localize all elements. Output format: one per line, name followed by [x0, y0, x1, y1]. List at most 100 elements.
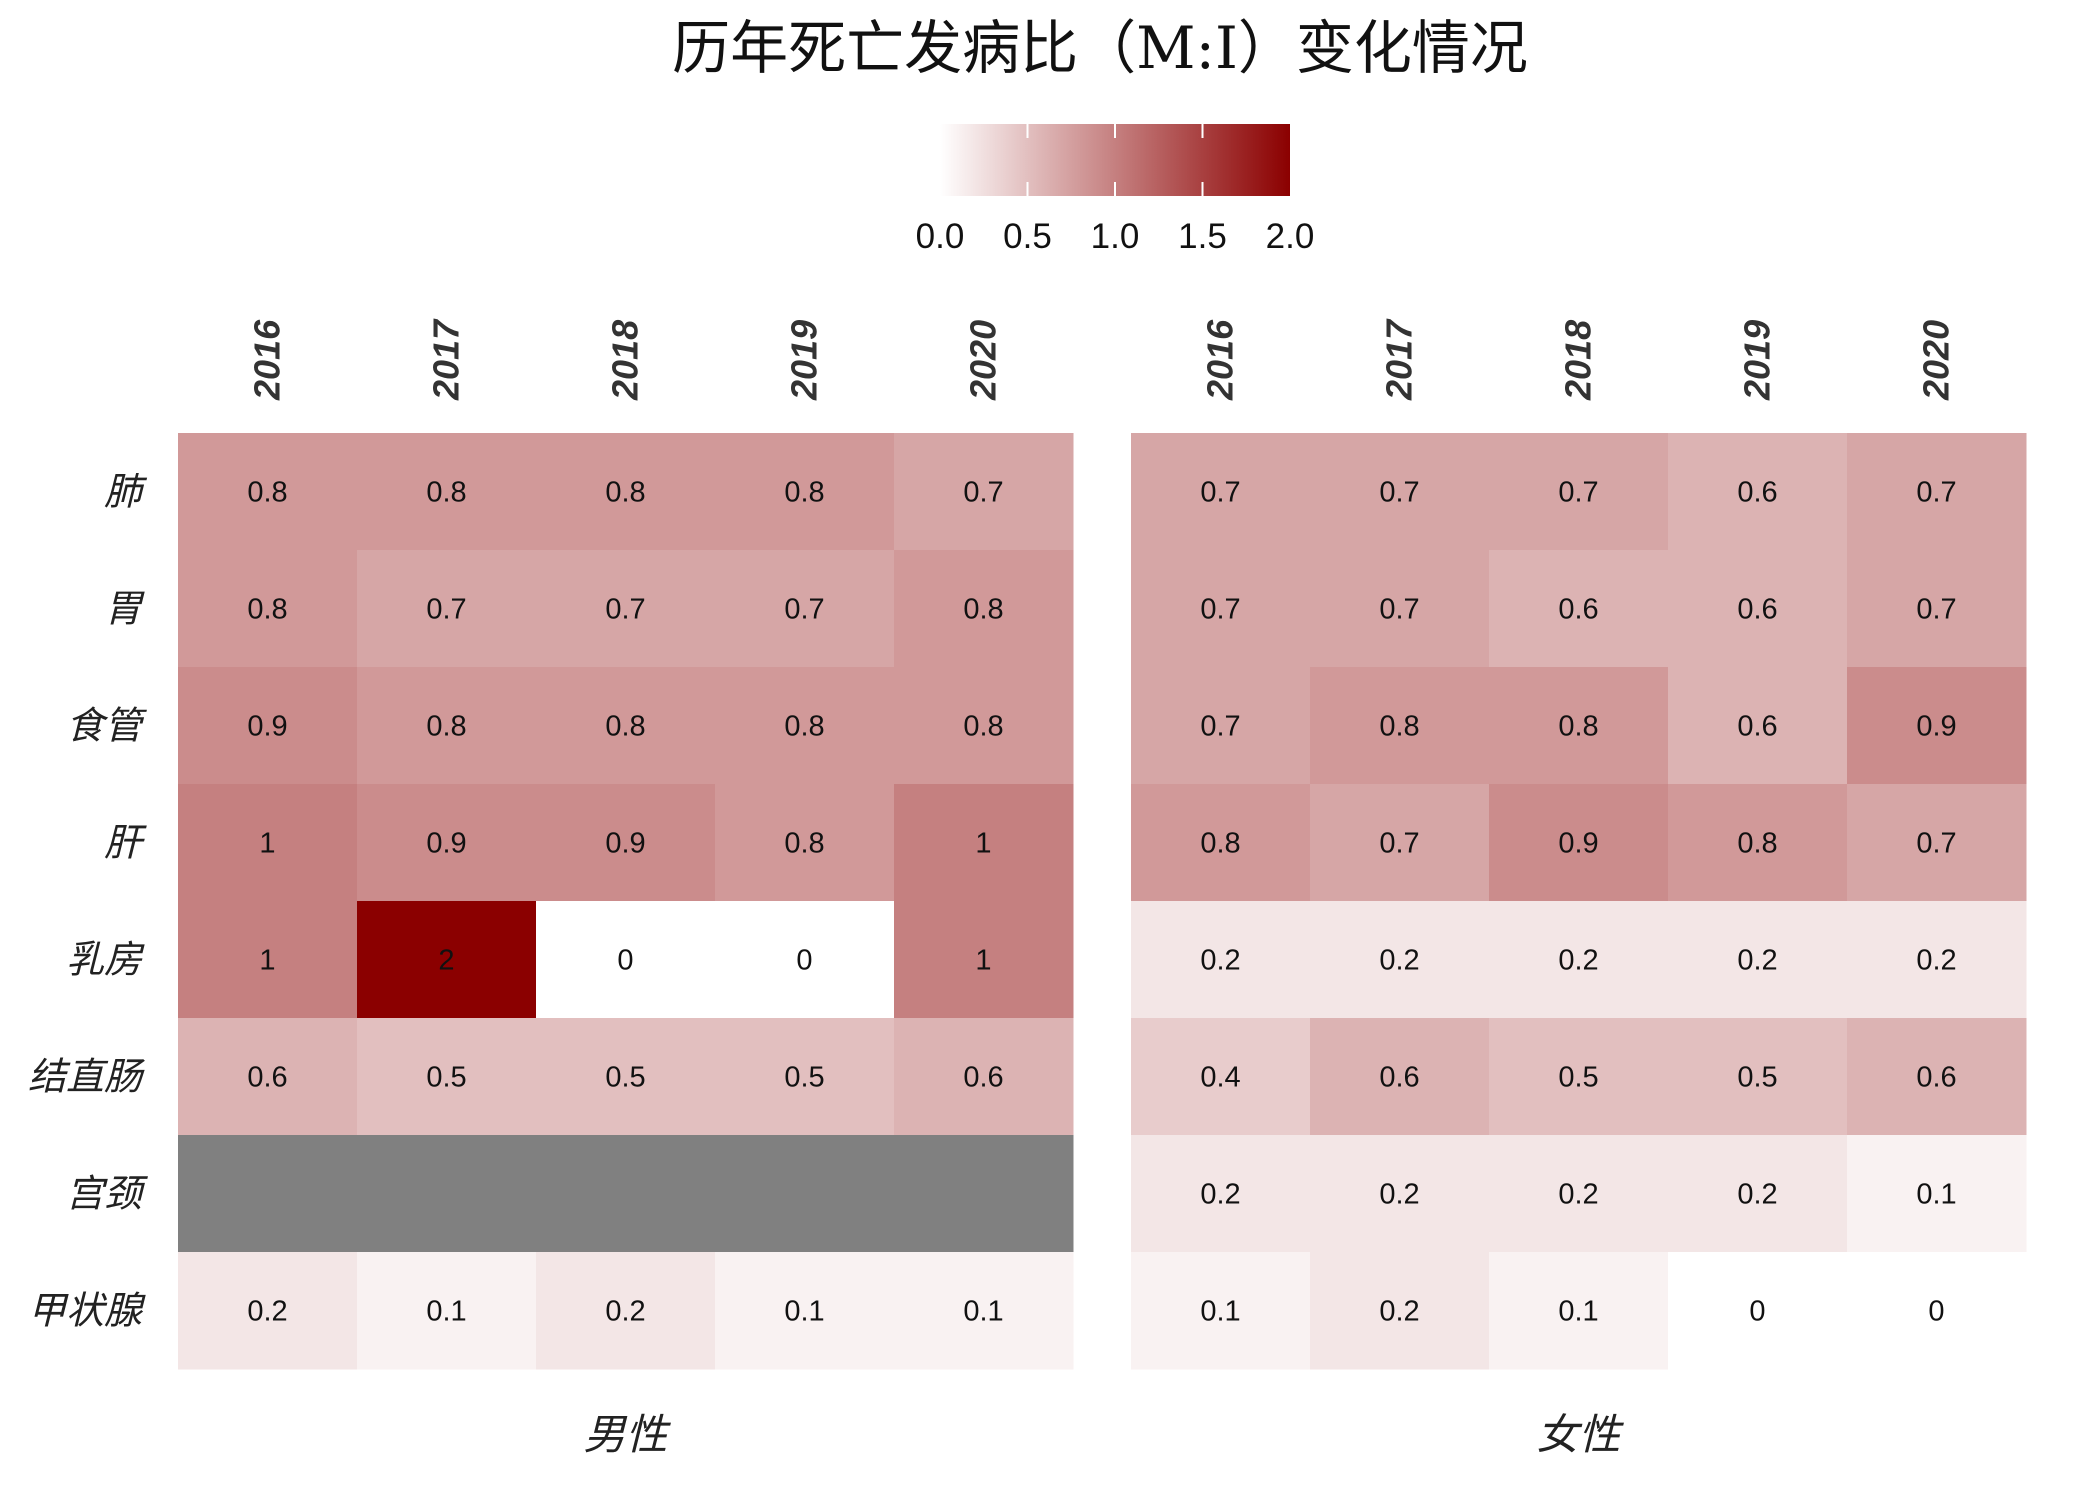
heatmap-cell — [357, 433, 537, 551]
cell-value-label: 0.7 — [1916, 828, 1956, 860]
heatmap-cell — [1310, 1018, 1490, 1136]
panel-label: 男性 — [583, 1410, 671, 1459]
heatmap-cell — [1847, 901, 2027, 1019]
heatmap-labels: 2016 2017 2018 2019 2020 0.8 0.8 0.8 0.8 0.7 0.8 0.… — [28, 318, 1957, 1459]
heatmap-cell — [1489, 1135, 1669, 1253]
heatmap-cell — [536, 1018, 716, 1136]
cell-value-label: 0.1 — [1916, 1179, 1956, 1211]
cell-value-label: 0.5 — [784, 1062, 824, 1094]
cell-value-label: 0.9 — [605, 828, 645, 860]
heatmap-cell — [1310, 1252, 1490, 1370]
heatmap-cell — [178, 784, 358, 902]
cell-value-label: 0.6 — [1737, 477, 1777, 509]
heatmap-cell — [357, 901, 537, 1019]
heatmap-cell — [1131, 901, 1311, 1019]
heatmap-cell — [715, 1018, 895, 1136]
heatmap-cell — [536, 901, 716, 1019]
cell-value-label: 0.1 — [426, 1296, 466, 1328]
cell-value-label: 0.8 — [605, 477, 645, 509]
year-label: 2020 — [963, 320, 1004, 401]
year-label: 2019 — [784, 320, 825, 401]
cell-value-label: 0.7 — [605, 594, 645, 626]
heatmap-cell — [1847, 1252, 2027, 1370]
cell-value-label: 0.2 — [1737, 945, 1777, 977]
cell-value-label: 0 — [617, 945, 633, 977]
cell-value-label: 0.8 — [247, 594, 287, 626]
heatmap-cell — [1131, 1252, 1311, 1370]
heatmap-cell — [894, 667, 1074, 785]
heatmap-cell — [536, 784, 716, 902]
heatmap-cell — [1310, 784, 1490, 902]
cell-value-label: 0.7 — [1379, 828, 1419, 860]
cell-value-label: 0.6 — [963, 1062, 1003, 1094]
heatmap-cell — [1847, 784, 2027, 902]
cell-value-label: 0.8 — [426, 711, 466, 743]
heatmap-cell — [1489, 1252, 1669, 1370]
heatmap-cell — [1847, 433, 2027, 551]
cell-value-label: 0.8 — [1200, 828, 1240, 860]
heatmap-cell — [1131, 433, 1311, 551]
cell-value-label: 0.7 — [784, 594, 824, 626]
year-label: 2017 — [1379, 318, 1420, 401]
cell-value-label: 0.8 — [605, 711, 645, 743]
cell-value-label: 0.5 — [1737, 1062, 1777, 1094]
heatmap-cell — [357, 550, 537, 668]
heatmap-cell — [1668, 1135, 1848, 1253]
heatmap-cell — [357, 1018, 537, 1136]
heatmap-cell — [1310, 901, 1490, 1019]
heatmap-cell — [715, 784, 895, 902]
row-label: 宫颈 — [66, 1172, 148, 1216]
heatmap-cell — [894, 433, 1074, 551]
heatmap-cells — [178, 433, 2027, 1370]
panel-label: 女性 — [1536, 1410, 1624, 1459]
heatmap-cell — [1310, 667, 1490, 785]
heatmap-cell — [1847, 1018, 2027, 1136]
cell-value-label: 0.5 — [426, 1062, 466, 1094]
cell-value-label: 0.9 — [426, 828, 466, 860]
cell-value-label: 0.8 — [784, 711, 824, 743]
cell-value-label: 0.2 — [1558, 945, 1598, 977]
row-label: 乳房 — [66, 938, 145, 982]
heatmap-cell — [1668, 433, 1848, 551]
cell-value-label: 0.8 — [784, 828, 824, 860]
heatmap-cell — [536, 550, 716, 668]
heatmap-cell — [1489, 433, 1669, 551]
cell-value-label: 0.6 — [1916, 1062, 1956, 1094]
cell-value-label: 0.7 — [963, 477, 1003, 509]
heatmap-cell — [1310, 1135, 1490, 1253]
cell-value-label: 0.9 — [1558, 828, 1598, 860]
cell-value-label: 0.1 — [963, 1296, 1003, 1328]
heatmap-cell — [894, 1018, 1074, 1136]
cell-value-label: 0.2 — [1200, 1179, 1240, 1211]
cell-value-label: 0.4 — [1200, 1062, 1240, 1094]
heatmap-cell — [1131, 784, 1311, 902]
heatmap-cell — [178, 1252, 358, 1370]
cell-value-label: 0.7 — [426, 594, 466, 626]
cell-value-label: 0.2 — [1200, 945, 1240, 977]
cell-value-label: 0.8 — [784, 477, 824, 509]
cell-value-label: 0.5 — [1558, 1062, 1598, 1094]
heatmap-cell — [894, 784, 1074, 902]
heatmap-cell — [178, 550, 358, 668]
heatmap-cell — [1489, 1018, 1669, 1136]
cell-value-label: 0.1 — [784, 1296, 824, 1328]
cell-value-label: 1 — [975, 945, 991, 977]
heatmap-cell — [894, 1252, 1074, 1370]
legend-tick-label: 1.5 — [1178, 217, 1227, 256]
cell-value-label: 0.6 — [1737, 711, 1777, 743]
heatmap-cell — [1310, 550, 1490, 668]
heatmap-cell — [894, 550, 1074, 668]
cell-value-label: 0.7 — [1558, 477, 1598, 509]
cell-value-label: 0.2 — [1379, 945, 1419, 977]
color-legend: 0.0 0.5 1.0 1.5 2.0 — [916, 124, 1314, 256]
cell-value-label: 0.7 — [1379, 477, 1419, 509]
heatmap-cell — [357, 1252, 537, 1370]
cell-value-label: 0.2 — [1379, 1296, 1419, 1328]
heatmap-cell — [1668, 667, 1848, 785]
heatmap-cell — [1489, 667, 1669, 785]
year-label: 2016 — [1200, 319, 1241, 401]
cell-value-label: 0.1 — [1558, 1296, 1598, 1328]
row-label: 食管 — [66, 704, 147, 748]
